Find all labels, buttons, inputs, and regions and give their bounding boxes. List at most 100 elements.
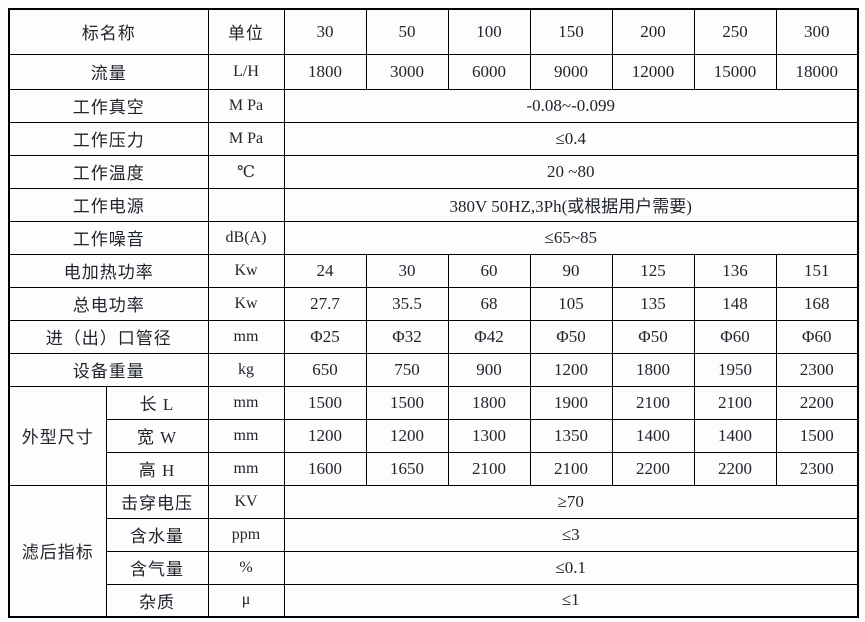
vacuum-value: -0.08~-0.099 [283,88,859,123]
weight-value: 1800 [611,352,695,387]
water-content-value: ≤3 [283,517,859,552]
pipe-diameter-value: Φ60 [775,319,859,354]
row-label-breakdown-voltage: 击穿电压 [105,484,209,519]
height-value: 1650 [365,451,449,486]
heating-power-value: 125 [611,253,695,288]
row-impurity: 杂质 μ ≤1 [9,583,859,618]
row-noise: 工作噪音 dB(A) ≤65~85 [8,220,859,255]
row-heating-power: 电加热功率 Kw 24 30 60 90 125 136 151 [8,253,859,288]
impurity-value: ≤1 [283,583,859,618]
header-name-label: 标名称 [8,8,209,55]
pipe-diameter-value: Φ25 [283,319,367,354]
row-label-pipe-diameter: 进（出）口管径 [8,319,209,354]
pipe-diameter-value: Φ60 [693,319,777,354]
unit-weight: kg [207,352,285,387]
heating-power-value: 30 [365,253,449,288]
row-label-height: 高 H [105,451,209,486]
flow-value: 3000 [365,53,449,90]
heating-power-value: 60 [447,253,531,288]
unit-length: mm [207,385,285,420]
header-model-300: 300 [775,8,859,55]
unit-water-content: ppm [207,517,285,552]
row-dim-width: 宽 W mm 1200 1200 1300 1350 1400 1400 150… [9,418,859,453]
row-weight: 设备重量 kg 650 750 900 1200 1800 1950 2300 [8,352,859,387]
total-power-value: 135 [611,286,695,321]
total-power-value: 68 [447,286,531,321]
unit-height: mm [207,451,285,486]
row-label-impurity: 杂质 [105,583,209,618]
row-label-weight: 设备重量 [8,352,209,387]
gas-content-value: ≤0.1 [283,550,859,585]
row-flow: 流量 L/H 1800 3000 6000 9000 12000 15000 1… [8,53,859,90]
row-label-heating-power: 电加热功率 [8,253,209,288]
weight-value: 1950 [693,352,777,387]
total-power-value: 35.5 [365,286,449,321]
row-label-flow: 流量 [8,53,209,90]
total-power-value: 168 [775,286,859,321]
total-power-value: 105 [529,286,613,321]
row-pipe-diameter: 进（出）口管径 mm Φ25 Φ32 Φ42 Φ50 Φ50 Φ60 Φ60 [8,319,859,354]
unit-flow: L/H [207,53,285,90]
unit-width: mm [207,418,285,453]
row-dim-length: 外型尺寸 长 L mm 1500 1500 1800 1900 2100 210… [8,385,859,486]
row-pressure: 工作压力 M Pa ≤0.4 [8,121,859,156]
header-model-250: 250 [693,8,777,55]
row-total-power: 总电功率 Kw 27.7 35.5 68 105 135 148 168 [8,286,859,321]
power-supply-value: 380V 50HZ,3Ph(或根据用户需要) [283,187,859,222]
height-value: 2200 [693,451,777,486]
width-value: 1200 [283,418,367,453]
length-value: 1800 [447,385,531,420]
row-label-gas-content: 含气量 [105,550,209,585]
length-value: 1500 [283,385,367,420]
length-value: 2200 [775,385,859,420]
width-value: 1500 [775,418,859,453]
width-value: 1400 [693,418,777,453]
group-label-dimensions: 外型尺寸 [8,385,107,486]
unit-pressure: M Pa [207,121,285,156]
row-label-power-supply: 工作电源 [8,187,209,222]
weight-value: 900 [447,352,531,387]
group-label-filtered: 滤后指标 [8,484,107,618]
breakdown-voltage-value: ≥70 [283,484,859,519]
weight-value: 650 [283,352,367,387]
height-value: 2200 [611,451,695,486]
length-value: 1500 [365,385,449,420]
width-value: 1400 [611,418,695,453]
height-value: 2100 [529,451,613,486]
flow-value: 12000 [611,53,695,90]
height-value: 2100 [447,451,531,486]
pipe-diameter-value: Φ32 [365,319,449,354]
height-value: 2300 [775,451,859,486]
row-water-content: 含水量 ppm ≤3 [9,517,859,552]
unit-gas-content: % [207,550,285,585]
unit-vacuum: M Pa [207,88,285,123]
pipe-diameter-value: Φ42 [447,319,531,354]
unit-impurity: μ [207,583,285,618]
row-label-noise: 工作噪音 [8,220,209,255]
row-label-pressure: 工作压力 [8,121,209,156]
width-value: 1200 [365,418,449,453]
length-value: 2100 [693,385,777,420]
weight-value: 2300 [775,352,859,387]
header-row: 标名称 单位 30 50 100 150 200 250 300 [8,8,859,55]
flow-value: 15000 [693,53,777,90]
width-value: 1350 [529,418,613,453]
unit-pipe-diameter: mm [207,319,285,354]
flow-value: 18000 [775,53,859,90]
header-model-150: 150 [529,8,613,55]
pressure-value: ≤0.4 [283,121,859,156]
unit-power-supply [207,187,285,222]
height-value: 1600 [283,451,367,486]
unit-noise: dB(A) [207,220,285,255]
row-label-length: 长 L [105,385,209,420]
weight-value: 1200 [529,352,613,387]
total-power-value: 148 [693,286,777,321]
unit-temperature: ℃ [207,154,285,189]
flow-value: 1800 [283,53,367,90]
noise-value: ≤65~85 [283,220,859,255]
row-breakdown-voltage: 滤后指标 击穿电压 KV ≥70 [8,484,859,618]
total-power-value: 27.7 [283,286,367,321]
row-label-vacuum: 工作真空 [8,88,209,123]
row-label-width: 宽 W [105,418,209,453]
